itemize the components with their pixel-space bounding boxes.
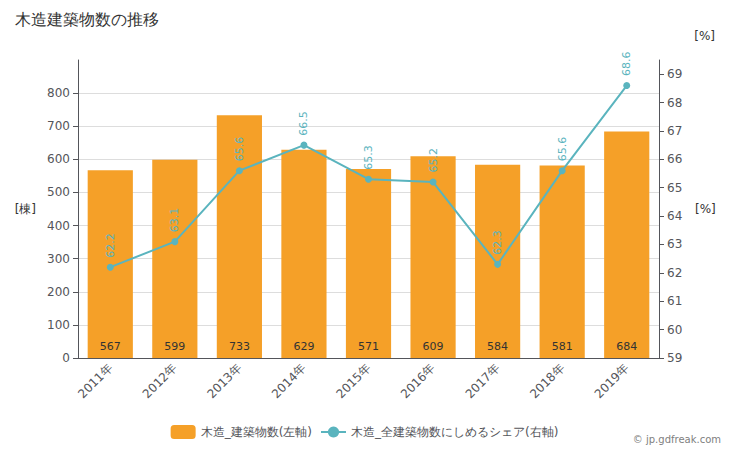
svg-text:2018年: 2018年 — [527, 361, 567, 401]
svg-text:400: 400 — [47, 219, 70, 233]
svg-text:581: 581 — [552, 340, 573, 353]
svg-text:700: 700 — [47, 119, 70, 133]
svg-text:200: 200 — [47, 285, 70, 299]
svg-text:木造_建築物数(左軸): 木造_建築物数(左軸) — [201, 425, 312, 439]
svg-text:62.3: 62.3 — [491, 230, 504, 255]
svg-text:571: 571 — [358, 340, 379, 353]
svg-text:684: 684 — [616, 340, 637, 353]
svg-text:木造_全建築物数にしめるシェア(右軸): 木造_全建築物数にしめるシェア(右軸) — [351, 425, 558, 439]
svg-text:599: 599 — [164, 340, 185, 353]
svg-text:66: 66 — [667, 152, 682, 166]
svg-text:609: 609 — [423, 340, 444, 353]
svg-text:2019年: 2019年 — [592, 361, 632, 401]
svg-text:[%]: [%] — [694, 29, 715, 43]
svg-text:2013年: 2013年 — [204, 361, 244, 401]
svg-text:© jp.gdfreak.com: © jp.gdfreak.com — [633, 434, 721, 445]
svg-text:733: 733 — [229, 340, 250, 353]
svg-text:62: 62 — [667, 266, 682, 280]
svg-text:567: 567 — [100, 340, 121, 353]
svg-text:100: 100 — [47, 318, 70, 332]
svg-text:584: 584 — [487, 340, 508, 353]
svg-text:0: 0 — [62, 351, 70, 365]
svg-text:65: 65 — [667, 181, 682, 195]
svg-text:629: 629 — [293, 340, 314, 353]
svg-text:66.5: 66.5 — [297, 111, 310, 136]
svg-text:63: 63 — [667, 237, 682, 251]
svg-text:65.6: 65.6 — [556, 137, 569, 162]
svg-text:300: 300 — [47, 252, 70, 266]
svg-text:65.3: 65.3 — [362, 145, 375, 170]
svg-text:60: 60 — [667, 323, 682, 337]
svg-text:65.2: 65.2 — [427, 148, 440, 173]
svg-text:500: 500 — [47, 185, 70, 199]
svg-text:800: 800 — [47, 86, 70, 100]
svg-text:65.6: 65.6 — [233, 137, 246, 162]
svg-text:2015年: 2015年 — [333, 361, 373, 401]
svg-text:2017年: 2017年 — [463, 361, 503, 401]
svg-text:62.2: 62.2 — [104, 233, 117, 258]
svg-text:69: 69 — [667, 67, 682, 81]
svg-text:2011年: 2011年 — [75, 361, 115, 401]
svg-text:[%]: [%] — [695, 202, 716, 216]
svg-text:68: 68 — [667, 96, 682, 110]
svg-text:600: 600 — [47, 152, 70, 166]
svg-text:59: 59 — [667, 351, 682, 365]
svg-text:63.1: 63.1 — [168, 208, 181, 233]
svg-text:68.6: 68.6 — [620, 52, 633, 77]
svg-text:64: 64 — [667, 209, 682, 223]
svg-text:2012年: 2012年 — [140, 361, 180, 401]
svg-text:61: 61 — [667, 294, 682, 308]
svg-text:[棟]: [棟] — [15, 202, 36, 216]
svg-text:2014年: 2014年 — [269, 361, 309, 401]
svg-text:67: 67 — [667, 124, 682, 138]
svg-text:木造建築物数の推移: 木造建築物数の推移 — [15, 10, 159, 29]
svg-text:2016年: 2016年 — [398, 361, 438, 401]
